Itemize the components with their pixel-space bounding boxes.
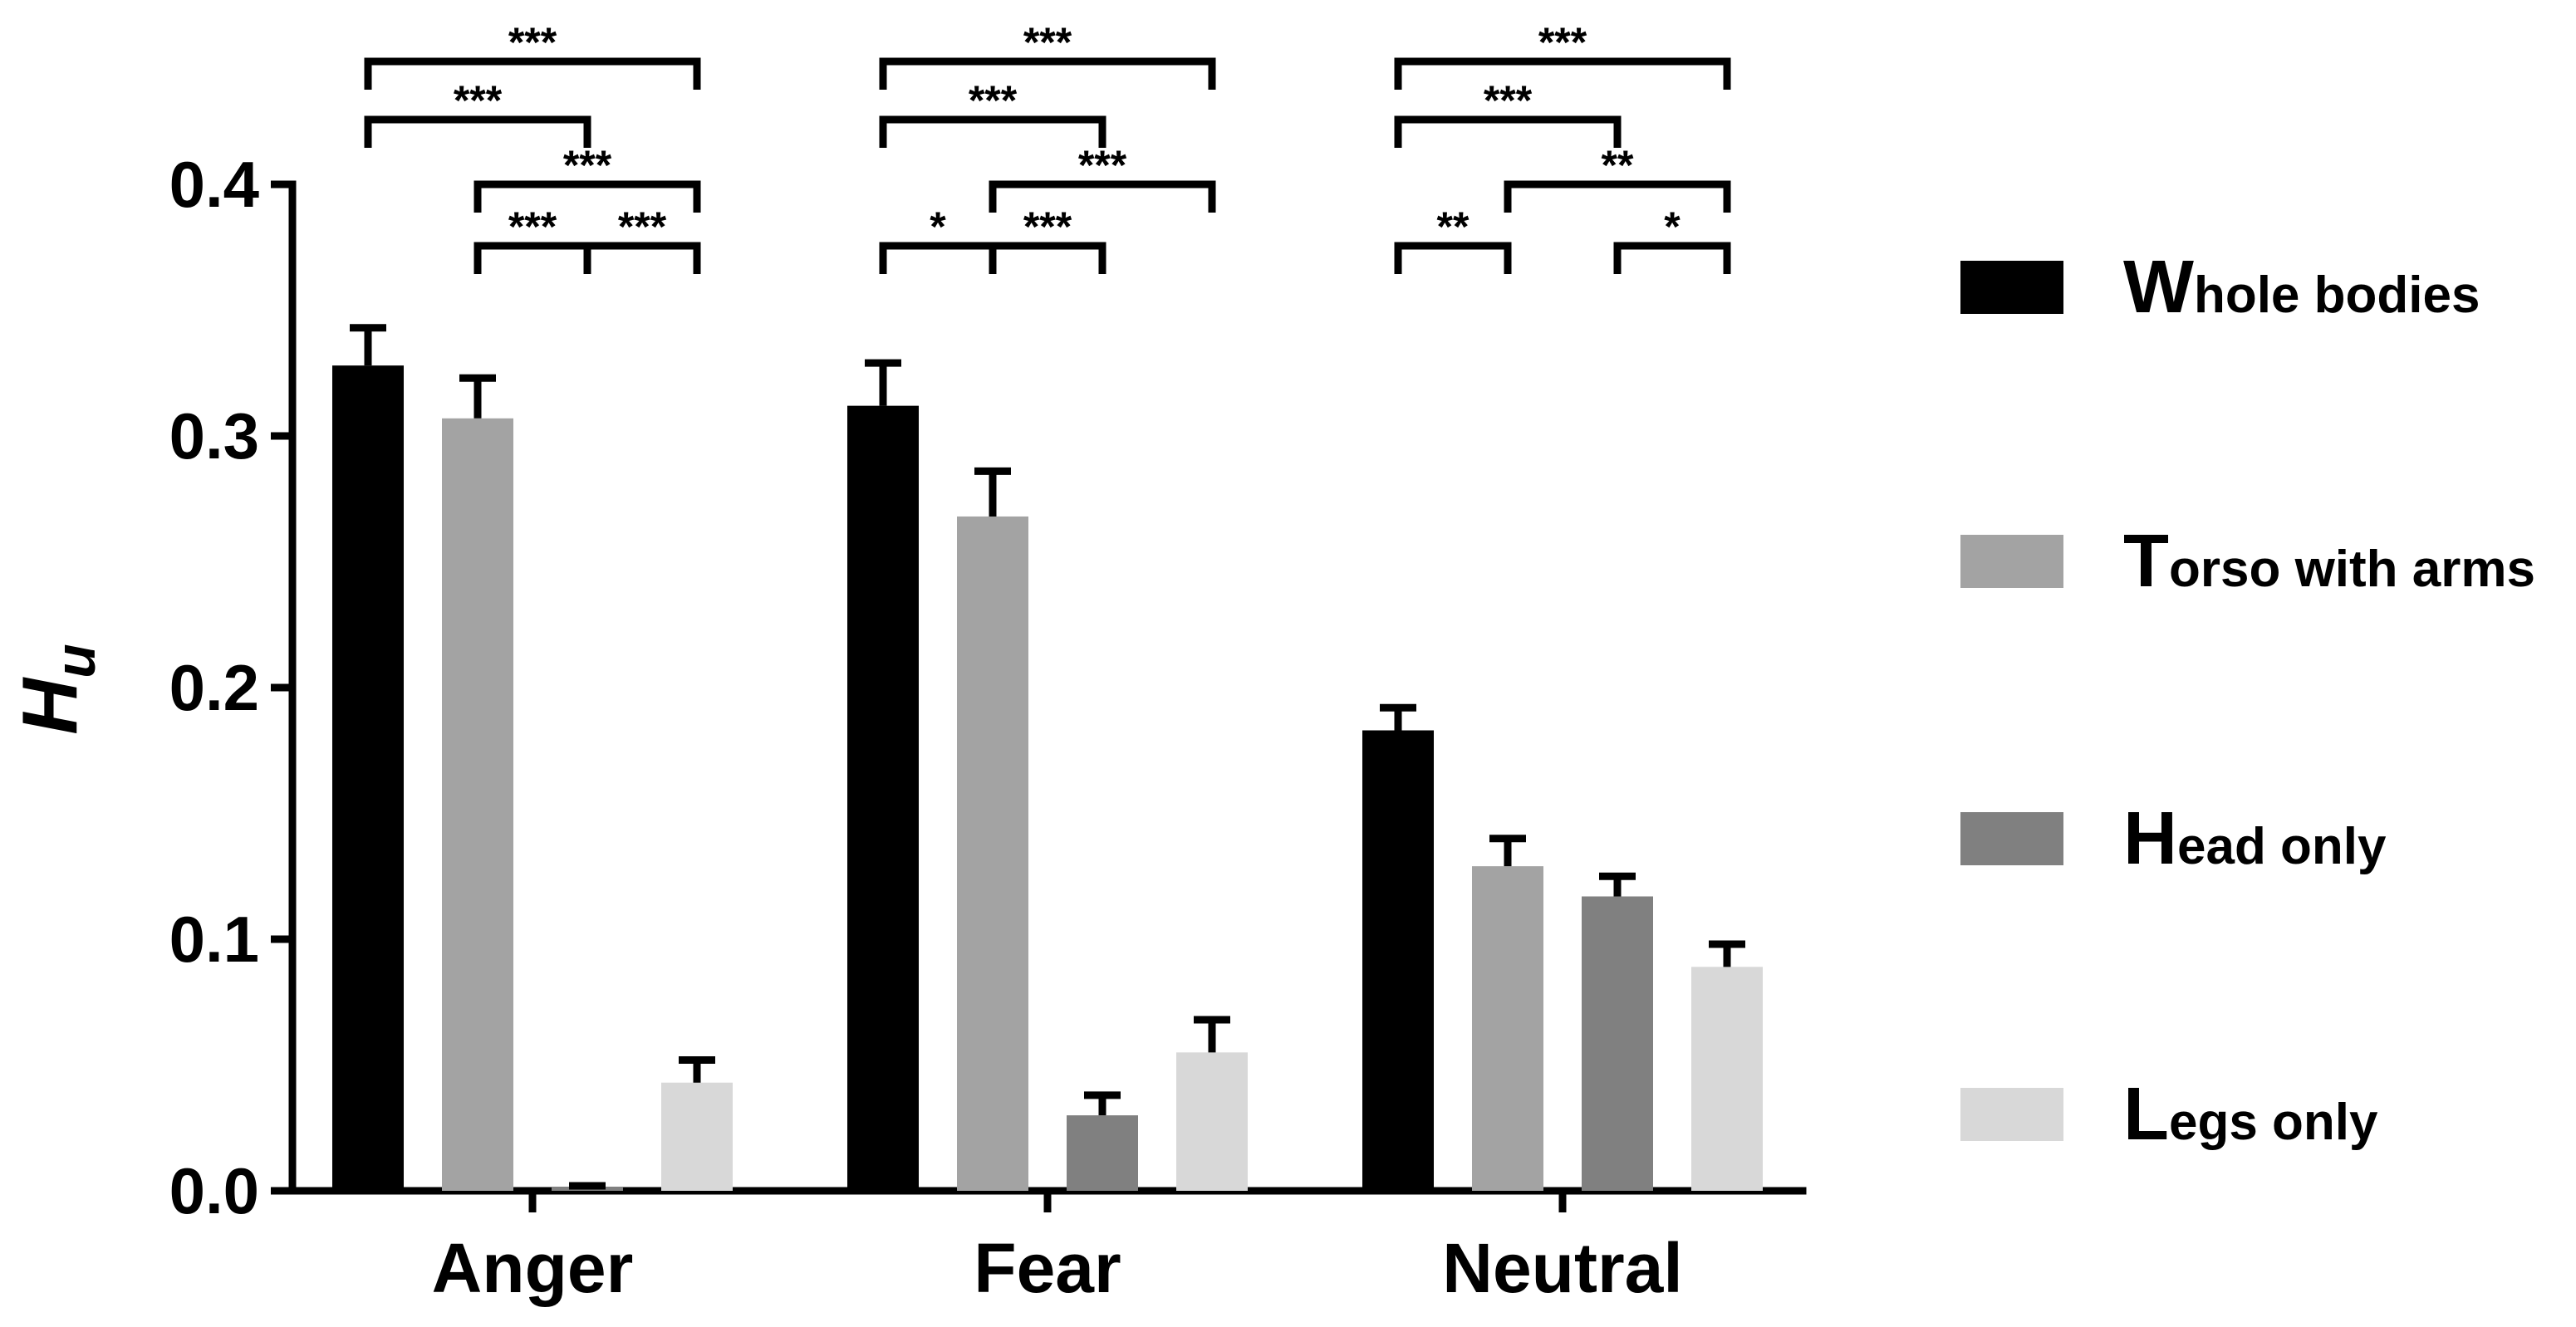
axes: 0.0 0.1 0.2 0.3 0.4 Anger Fear Neutral Hu [6, 148, 1807, 1307]
x-tick-label: Fear [974, 1229, 1121, 1307]
significance-label: *** [454, 77, 503, 124]
significance-bracket [1613, 242, 1731, 274]
significance-bracket [473, 180, 701, 213]
significance-label: *** [563, 142, 612, 189]
significance-label: *** [1078, 142, 1127, 189]
significance-bracket [364, 115, 591, 148]
y-tick-label: 0.0 [169, 1154, 259, 1227]
bar [332, 365, 404, 1191]
legend-label: Legs only [2123, 1073, 2378, 1156]
legend-swatch [1960, 1088, 2063, 1141]
bar [957, 516, 1028, 1191]
significance-brackets: ************ ************* ************* * [364, 19, 1731, 274]
bars [332, 324, 1763, 1191]
legend-swatch [1960, 261, 2063, 314]
y-tick-label: 0.1 [169, 903, 259, 976]
x-tick-label: Anger [432, 1229, 634, 1307]
significance-label: *** [1023, 203, 1072, 250]
significance-bracket [879, 242, 997, 274]
significance-bracket [1394, 57, 1731, 90]
significance-bracket [1394, 242, 1512, 274]
significance-label: * [1664, 203, 1681, 250]
significance-bracket [364, 57, 701, 90]
significance-label: *** [508, 203, 557, 250]
significance-bracket [879, 57, 1216, 90]
significance-bracket [989, 242, 1106, 274]
significance-bracket [879, 115, 1106, 148]
bar [1067, 1115, 1138, 1191]
legend-label: Torso with arms [2123, 520, 2535, 603]
y-tick-label: 0.4 [169, 148, 259, 221]
x-tick-label: Neutral [1442, 1229, 1682, 1307]
significance-label: *** [969, 77, 1018, 124]
bar [847, 405, 919, 1191]
significance-bracket [989, 180, 1216, 213]
legend-swatch [1960, 812, 2063, 865]
legend-swatch [1960, 535, 2063, 588]
significance-label: *** [508, 19, 557, 66]
significance-label: ** [1437, 203, 1470, 250]
significance-bracket [1394, 115, 1622, 148]
significance-label: ** [1602, 142, 1634, 189]
bar [442, 418, 513, 1191]
significance-label: *** [1538, 19, 1587, 66]
significance-label: *** [1023, 19, 1072, 66]
y-tick-label: 0.2 [169, 651, 259, 724]
bar [661, 1082, 733, 1191]
significance-label: *** [1484, 77, 1533, 124]
bar [1582, 896, 1653, 1191]
legend-label: Head only [2123, 797, 2387, 880]
y-tick-label: 0.3 [169, 399, 259, 473]
significance-label: * [930, 203, 946, 250]
bar [1362, 730, 1434, 1191]
significance-bracket [1504, 180, 1731, 213]
y-axis-title: Hu [6, 644, 107, 734]
significance-bracket [473, 242, 591, 274]
bar [1176, 1052, 1248, 1191]
significance-label: *** [618, 203, 667, 250]
significance-bracket [583, 242, 701, 274]
legend-label: Whole bodies [2123, 246, 2480, 329]
legend: Whole bodies Torso with arms Head only Legs… [1960, 246, 2535, 1156]
bar [1472, 866, 1543, 1191]
bar [1691, 967, 1763, 1191]
